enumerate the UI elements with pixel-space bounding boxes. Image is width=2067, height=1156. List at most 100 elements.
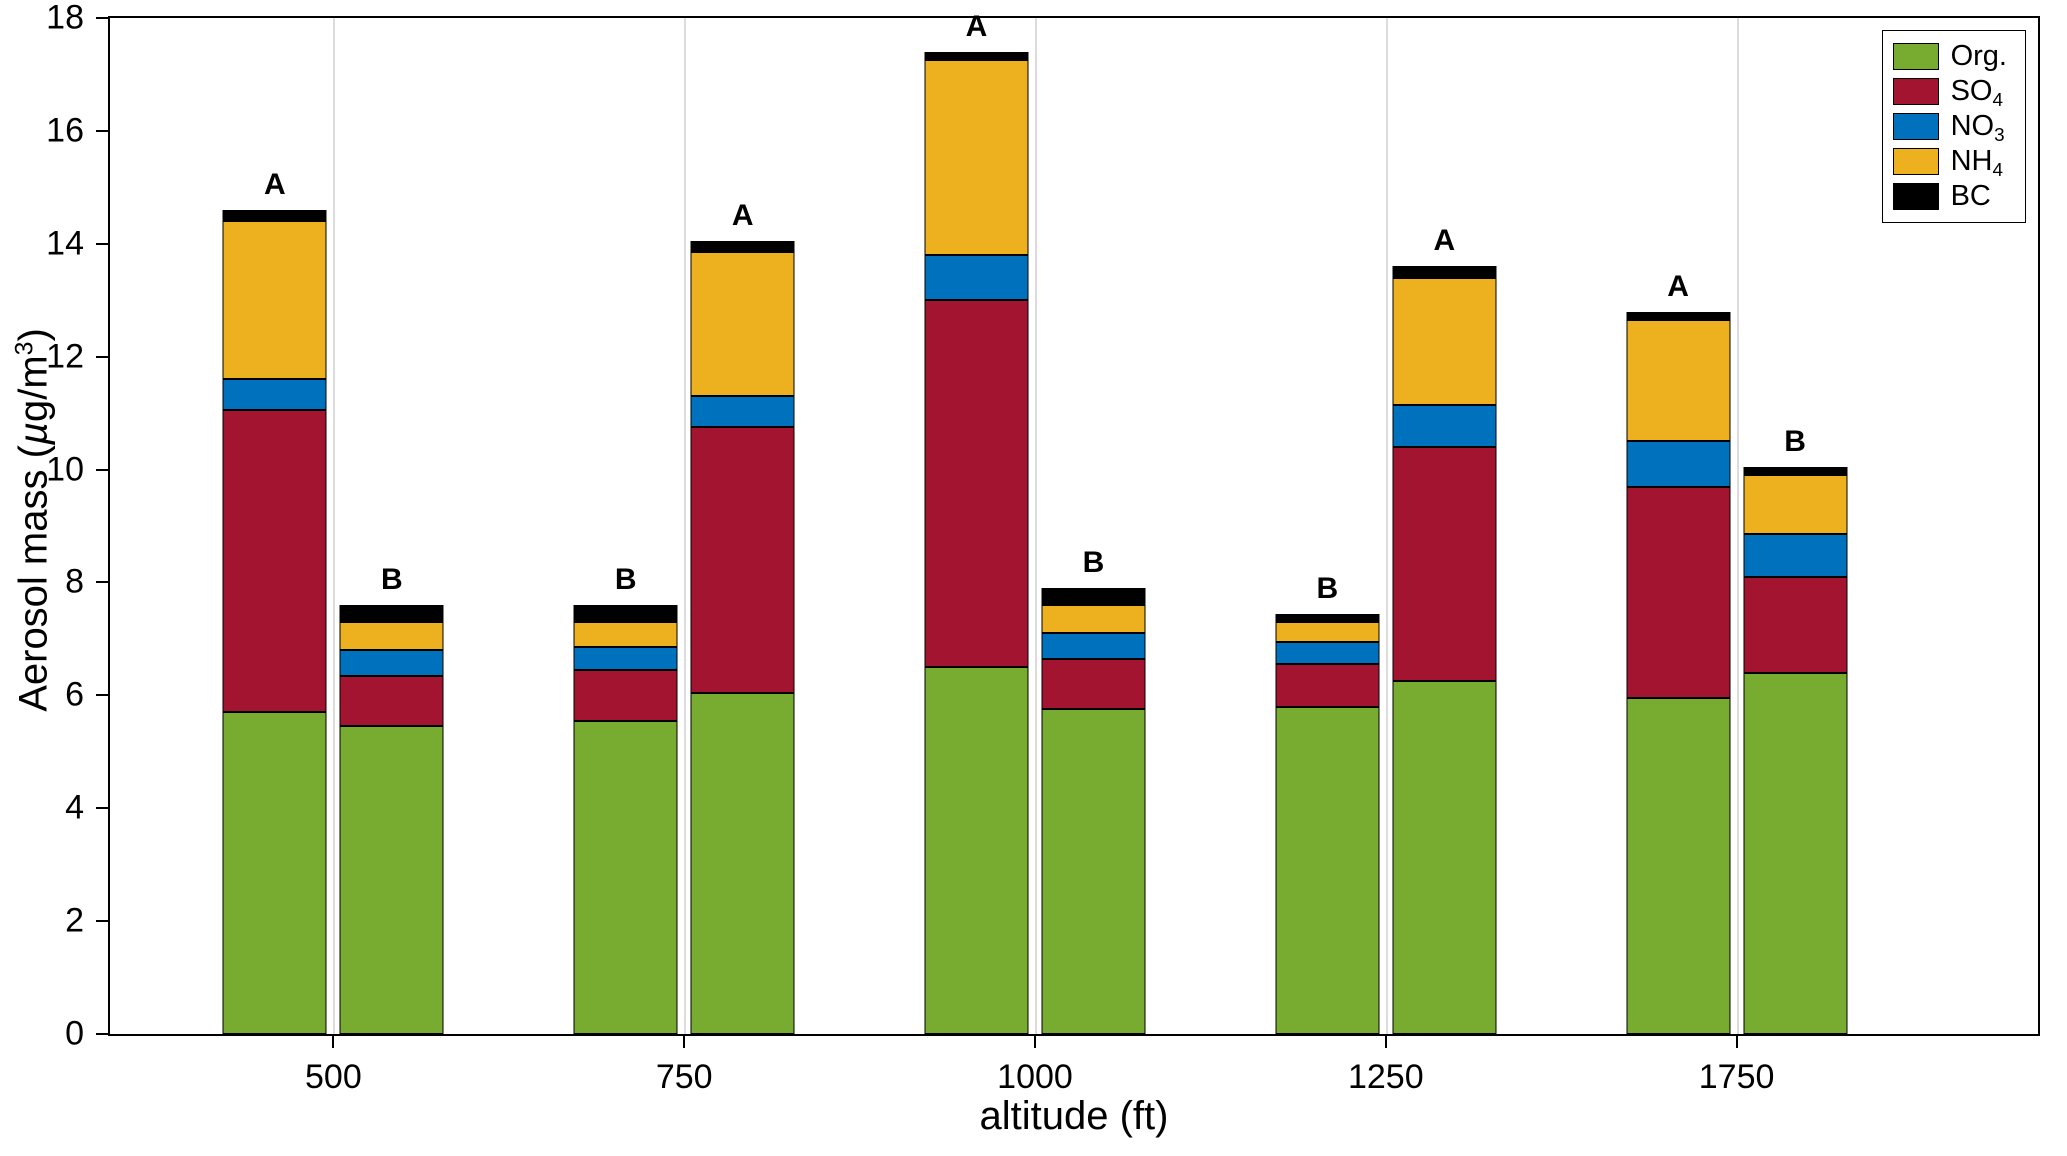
y-tick-mark [96, 807, 110, 810]
y-tick-mark [96, 920, 110, 923]
x-tick-mark [683, 1034, 686, 1048]
bar-letter-label: A [965, 9, 988, 43]
legend-entry: SO4 [1892, 74, 2007, 109]
legend-entry: NO3 [1892, 109, 2007, 144]
bar-segment-so4 [222, 410, 327, 713]
bar-segment-no3 [1041, 633, 1146, 659]
bar-segment-no3 [924, 255, 1029, 301]
y-tick-label: 12 [46, 337, 84, 376]
x-gridline [1385, 18, 1388, 1034]
y-axis-label-suffix: ) [11, 328, 56, 342]
bar-group: A B 1000 [860, 11, 1211, 1096]
bar-segment-org [339, 726, 444, 1034]
bar-segment-org [1626, 698, 1731, 1034]
bar-letter-label: B [1784, 424, 1806, 458]
bar-segment-no3 [339, 650, 444, 676]
bar-group: B A 750 [509, 18, 860, 1096]
stacked-bar: B [1743, 18, 1848, 1034]
stacked-bar: A [924, 11, 1029, 1034]
y-axis-label-unit: g/m [11, 355, 56, 423]
bar-letter-label: B [614, 563, 637, 597]
bar-segment-nh4 [573, 621, 678, 648]
y-tick-label: 4 [65, 788, 84, 827]
bar-segment-org [924, 667, 1029, 1034]
y-axis-label-prefix: Aerosol mass ( [11, 445, 56, 712]
legend-swatch-nh [1892, 148, 1939, 175]
x-tick-mark [332, 1034, 335, 1048]
y-tick-mark [96, 581, 110, 584]
plot-area: 0 2 4 6 8 10 12 14 16 18 A B 500 B A 750 A B 1000 B A 1250 A B… [46, 0, 2040, 1096]
bar-letter-label: B [1082, 546, 1105, 580]
bar-segment-no3 [1743, 534, 1848, 577]
y-tick-mark [96, 355, 110, 358]
legend-label-subscript: 4 [1992, 88, 2003, 110]
y-tick-label: 14 [46, 224, 84, 263]
legend-label: NH4 [1950, 145, 2003, 179]
x-tick-mark [1384, 1034, 1387, 1048]
x-tick-label: 750 [655, 1058, 713, 1096]
bar-segment-so4 [1626, 486, 1731, 699]
bar-segment-bc [222, 209, 327, 222]
legend-label-text: SO [1950, 75, 1993, 107]
bar-segment-org [1743, 672, 1848, 1034]
bar-segment-nh4 [1392, 277, 1497, 405]
bar-segment-bc [1041, 588, 1146, 606]
y-tick-mark [96, 17, 110, 19]
bar-letter-label: B [381, 563, 403, 597]
legend-label-text: Org. [1950, 40, 2007, 72]
legend-label-text: NH [1950, 145, 1993, 177]
legend-entry: Org. [1892, 39, 2007, 74]
bar-segment-org [690, 692, 795, 1034]
bar-segment-no3 [690, 396, 795, 428]
bar-segment-org [1041, 709, 1146, 1034]
bar-segment-bc [1626, 311, 1731, 321]
bar-segment-no3 [1275, 641, 1380, 665]
x-tick-label: 1250 [1347, 1058, 1424, 1096]
bar-segment-bc [573, 605, 678, 622]
stacked-bar: B [1041, 18, 1146, 1034]
bar-segment-bc [1392, 266, 1497, 278]
stacked-bar: A [690, 18, 795, 1034]
stacked-bar: A [1626, 18, 1731, 1034]
legend-swatch-so [1892, 78, 1939, 105]
bar-segment-org [573, 720, 678, 1034]
bar-segment-so4 [573, 669, 678, 721]
legend-label-subscript: 4 [1992, 158, 2003, 180]
bar-segment-nh4 [1743, 475, 1848, 535]
bar-segment-bc [924, 51, 1029, 61]
x-tick-mark [1033, 1034, 1036, 1048]
bar-segment-no3 [1392, 404, 1497, 447]
bar-segment-so4 [339, 675, 444, 727]
bar-letter-label: A [1667, 269, 1689, 303]
x-tick-label: 1000 [997, 1058, 1073, 1096]
legend-swatch-no [1892, 113, 1939, 140]
y-axis-label-exponent: 3 [11, 341, 39, 356]
legend-swatch-bc [1892, 183, 1939, 210]
y-tick-mark [96, 129, 110, 132]
y-tick-label: 0 [65, 1014, 84, 1053]
bar-segment-nh4 [1275, 621, 1380, 642]
bar-segment-so4 [1275, 664, 1380, 707]
x-axis-label: altitude (ft) [979, 1094, 1169, 1138]
x-tick-mark [1735, 1034, 1738, 1048]
bar-segment-so4 [924, 300, 1029, 668]
stacked-bar: B [339, 18, 444, 1034]
y-tick-mark [96, 694, 110, 697]
bar-group: B A 1250 [1210, 18, 1561, 1096]
bar-segment-no3 [1626, 441, 1731, 487]
legend-entry: NH4 [1892, 144, 2007, 179]
x-gridline [333, 18, 336, 1034]
legend-label: Org. [1951, 42, 2007, 71]
x-gridline [1736, 18, 1739, 1034]
y-tick-mark [96, 468, 110, 471]
legend-label: SO4 [1950, 75, 2003, 109]
legend-label-text: NO [1950, 110, 1995, 142]
bar-segment-org [1275, 706, 1380, 1034]
x-tick-label: 1750 [1698, 1058, 1775, 1096]
bar-segment-nh4 [1041, 605, 1146, 634]
